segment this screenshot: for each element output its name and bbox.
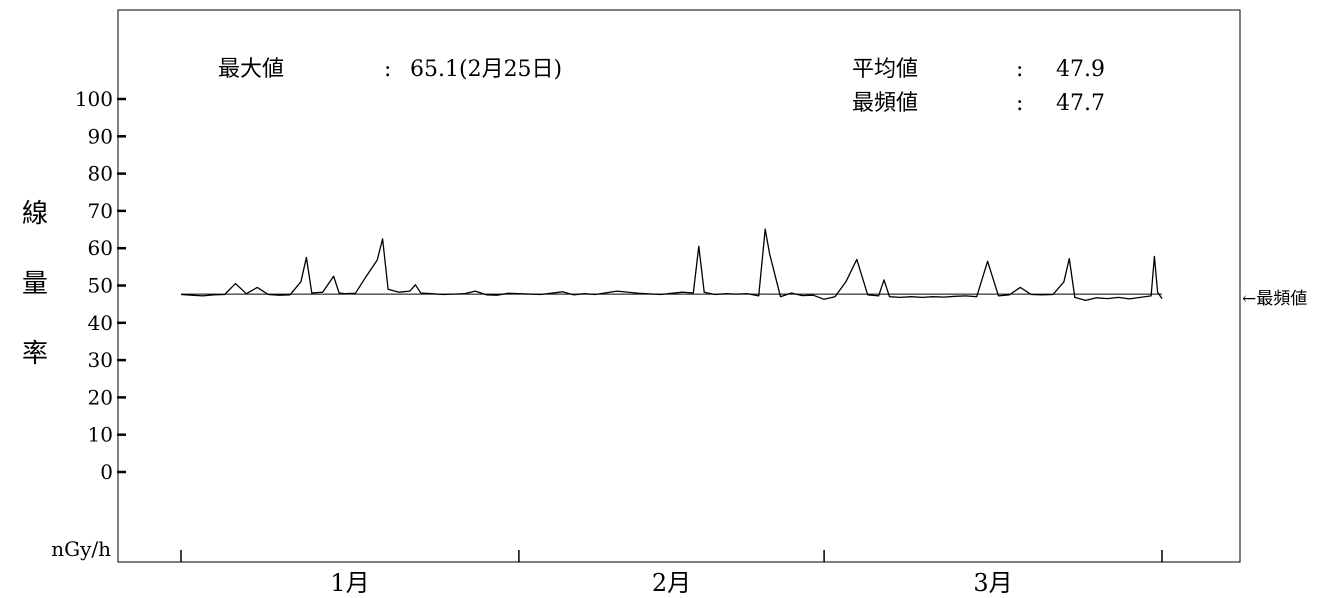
statistics-panel: 最大値 : 65.1(2月25日) 平均値 : 47.9 最頻値 : 47.7 <box>218 57 1105 116</box>
mode-value: 47.7 <box>1056 91 1105 116</box>
y-tick-label-50: 50 <box>88 274 113 298</box>
y-tick-label-90: 90 <box>88 124 113 148</box>
y-axis-label: 線 量 率 <box>22 199 48 369</box>
y-tick-label-20: 20 <box>88 385 113 409</box>
y-axis-label-char-2: 量 <box>22 269 48 299</box>
x-month-label-3: 3月 <box>973 569 1012 597</box>
y-axis-unit: nGy/h <box>51 537 111 561</box>
max-value: 65.1(2月25日) <box>410 57 562 82</box>
y-tick-label-60: 60 <box>88 236 113 260</box>
mode-separator: : <box>1016 91 1023 116</box>
y-tick-label-40: 40 <box>88 311 113 335</box>
y-axis-label-char-1: 線 <box>22 199 48 229</box>
mode-line-label: ←最頻値 <box>1242 289 1307 309</box>
mean-separator: : <box>1016 57 1023 82</box>
y-axis: 0 10 20 30 40 50 60 70 80 90 100 <box>75 87 126 484</box>
dose-rate-series-line <box>180 228 1163 302</box>
y-axis-label-char-3: 率 <box>22 339 48 369</box>
y-tick-label-0: 0 <box>100 460 113 484</box>
y-tick-label-30: 30 <box>88 348 113 372</box>
y-tick-label-80: 80 <box>88 162 113 186</box>
mean-label: 平均値 <box>852 57 918 82</box>
max-separator: : <box>384 57 391 82</box>
x-month-label-1: 1月 <box>330 569 369 597</box>
y-tick-label-70: 70 <box>88 199 113 223</box>
x-axis: 1月 2月 3月 <box>180 550 1163 597</box>
x-month-label-2: 2月 <box>652 569 691 597</box>
y-tick-label-100: 100 <box>75 87 113 111</box>
y-tick-label-10: 10 <box>88 423 113 447</box>
max-label: 最大値 <box>218 57 284 82</box>
mode-label: 最頻値 <box>852 91 918 116</box>
mean-value: 47.9 <box>1056 57 1105 82</box>
